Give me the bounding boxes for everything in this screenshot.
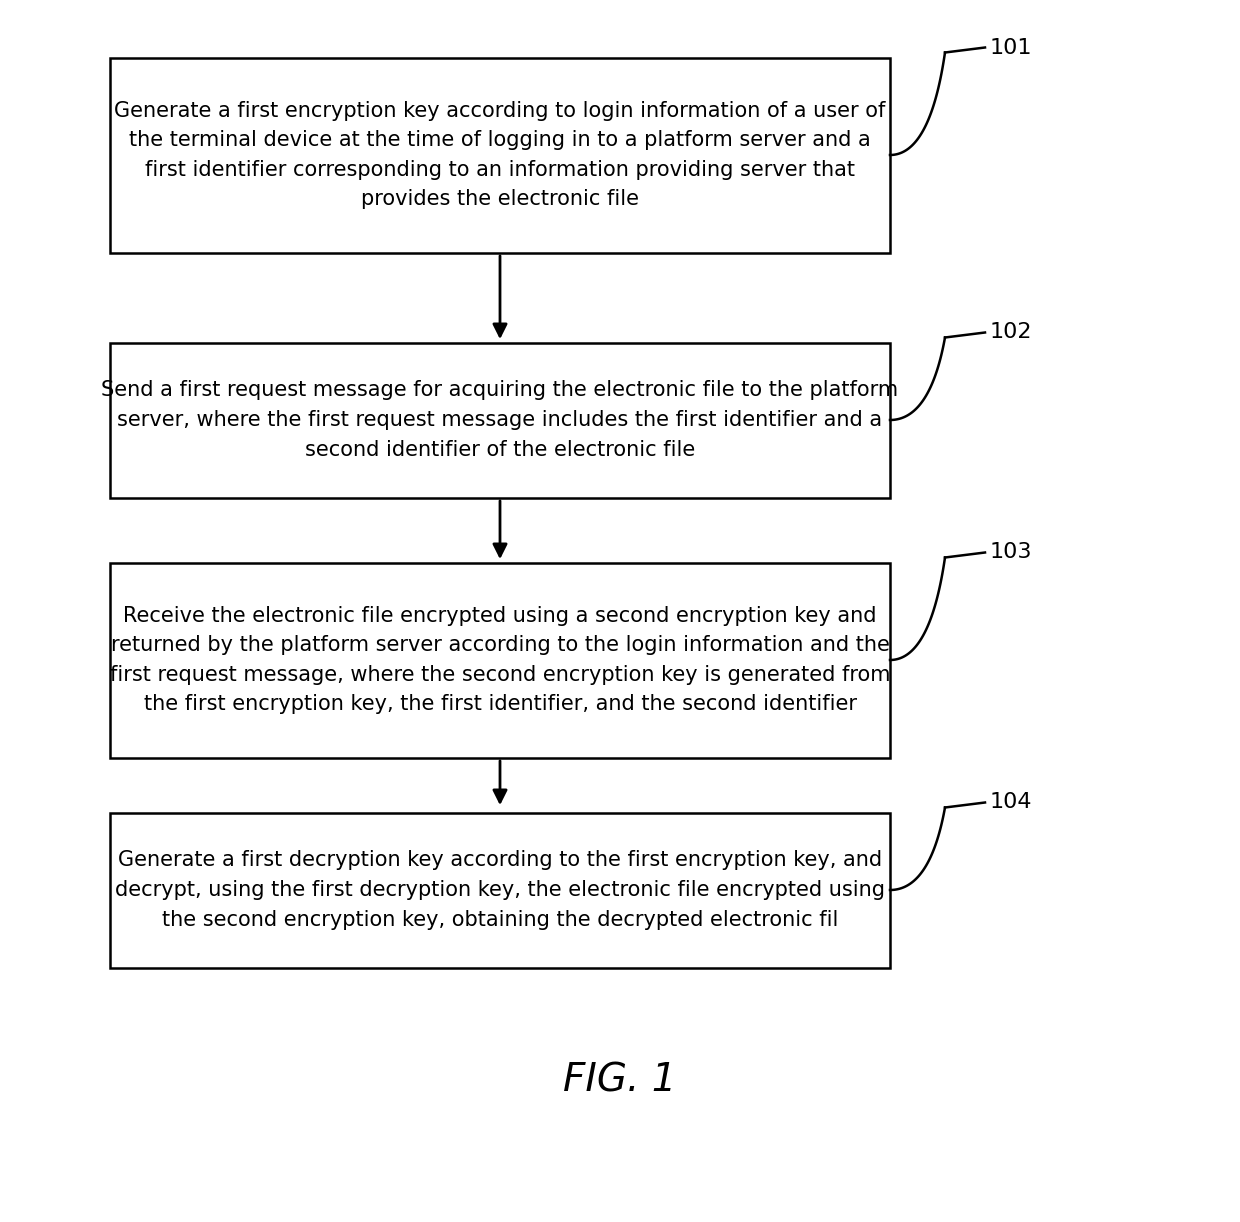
Text: 102: 102: [990, 323, 1033, 342]
Bar: [110, 813, 890, 968]
Text: Send a first request message for acquiring the electronic file to the platform
s: Send a first request message for acquiri…: [102, 380, 899, 459]
Text: 104: 104: [990, 793, 1033, 813]
Text: 101: 101: [990, 38, 1033, 57]
Text: 103: 103: [990, 543, 1033, 562]
Text: Generate a first decryption key according to the first encryption key, and
decry: Generate a first decryption key accordin…: [115, 851, 885, 930]
Text: Receive the electronic file encrypted using a second encryption key and
returned: Receive the electronic file encrypted us…: [110, 606, 890, 715]
Text: FIG. 1: FIG. 1: [563, 1061, 677, 1099]
Bar: [110, 342, 890, 497]
Bar: [110, 562, 890, 758]
Bar: [110, 57, 890, 253]
Text: Generate a first encryption key according to login information of a user of
the : Generate a first encryption key accordin…: [114, 100, 885, 209]
